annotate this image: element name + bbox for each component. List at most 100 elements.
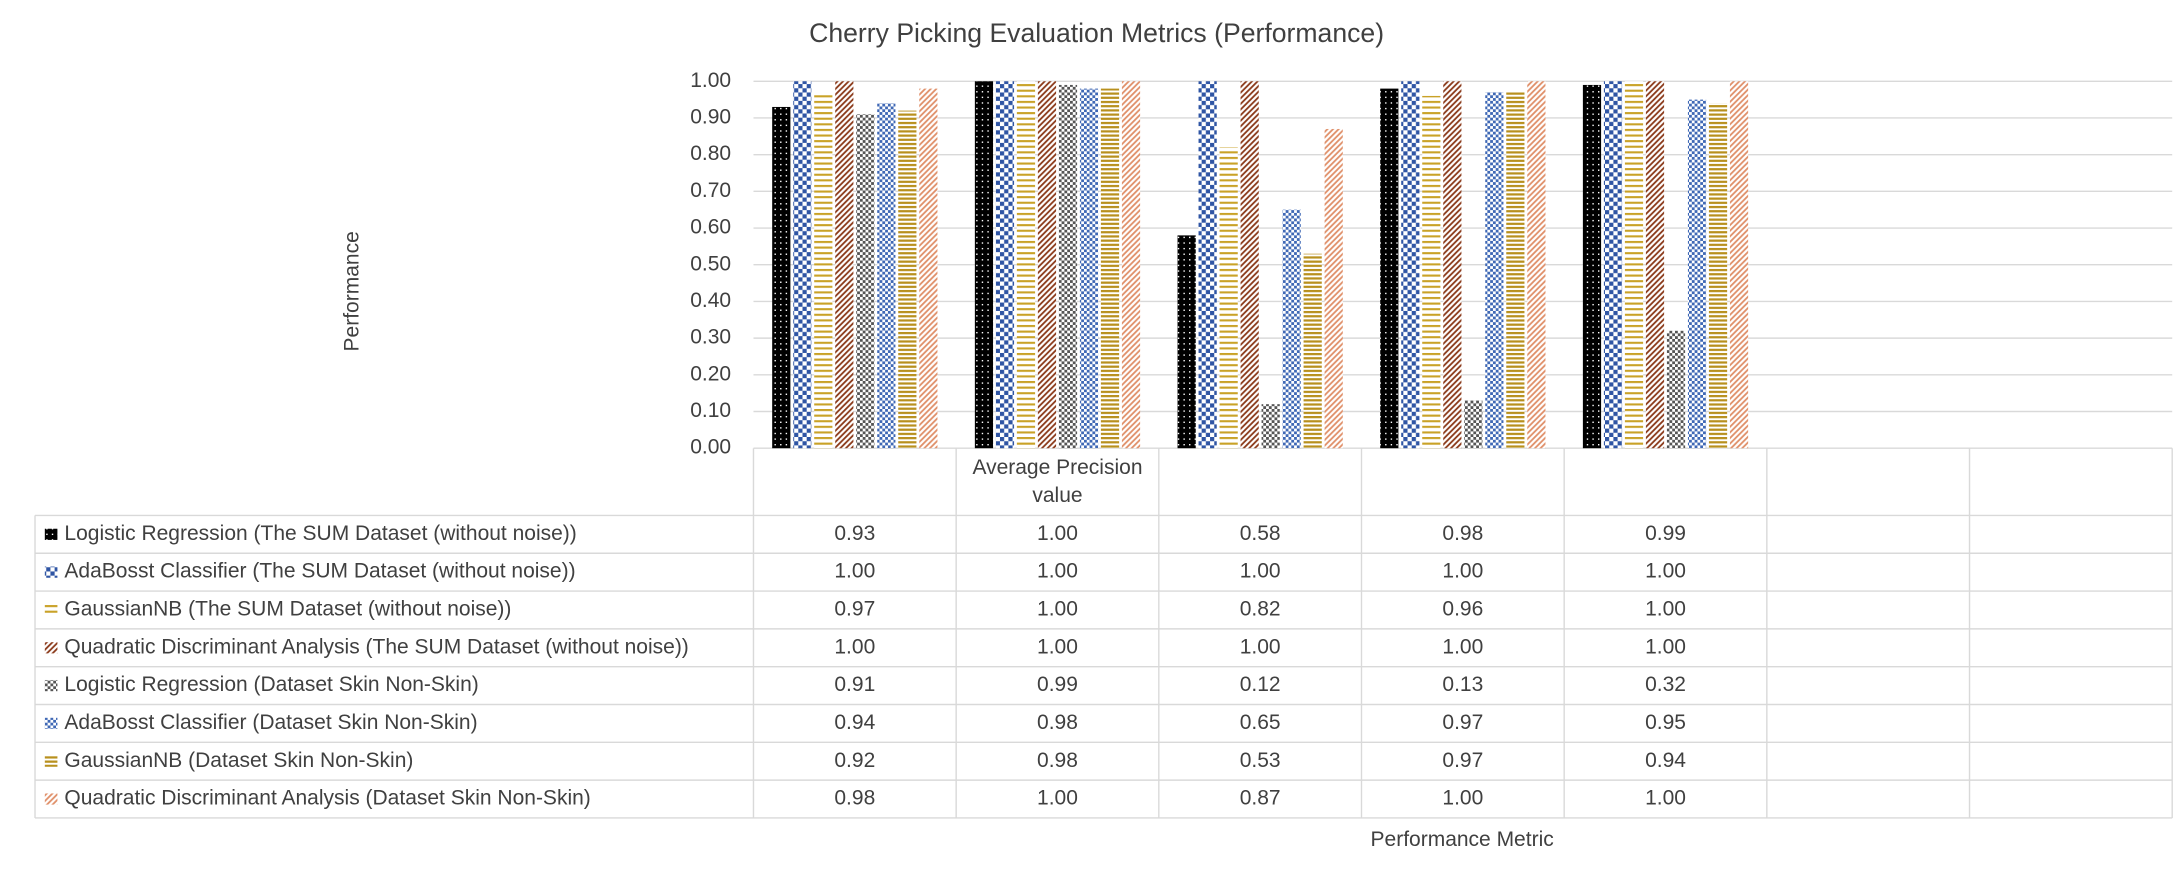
bar <box>1645 81 1665 449</box>
table-value: 1.00 <box>1240 635 1281 658</box>
bar <box>1037 81 1057 449</box>
legend-label: AdaBosst Classifier (Dataset Skin Non-Sk… <box>64 711 477 734</box>
legend-key <box>44 679 58 692</box>
y-tick-label: 0.90 <box>690 106 731 129</box>
table-value: 0.98 <box>834 787 875 810</box>
bar <box>1464 400 1483 449</box>
table-value: 0.94 <box>1645 749 1686 772</box>
table-value: 0.98 <box>1037 711 1078 734</box>
table-value: 1.00 <box>1037 598 1078 621</box>
table-value: 0.93 <box>834 522 875 545</box>
y-tick-label: 0.20 <box>690 362 731 385</box>
bar <box>814 92 833 449</box>
y-tick-label: 1.00 <box>690 69 731 92</box>
bar <box>1261 404 1280 449</box>
bar <box>1687 99 1707 449</box>
bar <box>1443 81 1462 449</box>
bar <box>995 81 1015 449</box>
bar <box>974 81 994 449</box>
bar <box>1729 81 1749 449</box>
bar <box>1708 103 1728 449</box>
bar <box>1624 81 1644 449</box>
legend-key <box>44 642 58 654</box>
table-value: 1.00 <box>1645 635 1686 658</box>
x-axis-title: Performance Metric <box>1371 828 1554 851</box>
table-value: 0.82 <box>1240 598 1281 621</box>
bar <box>1401 81 1420 449</box>
bar <box>1121 81 1141 449</box>
bar <box>1240 81 1259 449</box>
y-tick-label: 0.70 <box>690 179 731 202</box>
table-value: 0.65 <box>1240 711 1281 734</box>
legend-label: Logistic Regression (Dataset Skin Non-Sk… <box>64 673 478 696</box>
bar <box>1324 128 1343 449</box>
legend-label: GaussianNB (Dataset Skin Non-Skin) <box>64 749 413 772</box>
bar <box>1219 147 1238 449</box>
table-value: 0.92 <box>834 749 875 772</box>
table-value: 0.94 <box>834 711 875 734</box>
table-value: 0.13 <box>1442 673 1483 696</box>
table-value: 0.53 <box>1240 749 1281 772</box>
bar <box>1582 84 1602 449</box>
y-axis-title: Performance <box>340 231 363 351</box>
y-tick-label: 0.10 <box>690 399 731 422</box>
bar <box>1282 209 1301 449</box>
table-value: 1.00 <box>1645 598 1686 621</box>
y-tick-label: 0.80 <box>690 142 731 165</box>
y-tick-label: 0.60 <box>690 216 731 239</box>
table-value: 1.00 <box>1037 787 1078 810</box>
table-value: 0.12 <box>1240 673 1281 696</box>
table-value: 1.00 <box>1645 787 1686 810</box>
bar <box>898 110 917 449</box>
x-tick-label: Average Precision value <box>972 455 1142 506</box>
table-value: 0.87 <box>1240 787 1281 810</box>
bar <box>1666 330 1686 449</box>
table-value: 1.00 <box>834 635 875 658</box>
bar <box>877 103 896 449</box>
legend-key <box>44 717 58 730</box>
table-value: 1.00 <box>1037 635 1078 658</box>
bar <box>1485 92 1504 449</box>
table-value: 1.00 <box>1240 560 1281 583</box>
legend-key <box>44 528 58 540</box>
table-value: 1.00 <box>1037 522 1078 545</box>
legend-key <box>44 604 58 616</box>
bar <box>1016 81 1036 449</box>
table-value: 0.58 <box>1240 522 1281 545</box>
bar <box>1079 88 1099 449</box>
legend-label: Quadratic Discriminant Analysis (The SUM… <box>64 635 688 658</box>
y-tick-label: 0.00 <box>690 436 731 459</box>
bar <box>1177 235 1196 449</box>
table-value: 0.91 <box>834 673 875 696</box>
table-value: 1.00 <box>1442 560 1483 583</box>
bar <box>856 114 875 449</box>
legend-key <box>44 755 58 767</box>
table-value: 0.97 <box>1442 749 1483 772</box>
bar <box>1303 253 1322 449</box>
bar <box>1422 95 1441 449</box>
legend-key <box>44 566 58 578</box>
y-tick-label: 0.40 <box>690 289 731 312</box>
legend-key <box>44 793 58 805</box>
bar <box>1527 81 1546 449</box>
y-tick-label: 0.30 <box>690 326 731 349</box>
bar <box>793 81 812 449</box>
bar <box>919 88 938 449</box>
bar <box>1100 88 1120 449</box>
chart-title: Cherry Picking Evaluation Metrics (Perfo… <box>809 18 1384 48</box>
bar <box>1603 81 1623 449</box>
table-value: 0.99 <box>1037 673 1078 696</box>
legend-label: GaussianNB (The SUM Dataset (without noi… <box>64 598 511 621</box>
table-value: 1.00 <box>1037 560 1078 583</box>
legend-label: Logistic Regression (The SUM Dataset (wi… <box>64 522 576 545</box>
table-value: 1.00 <box>834 560 875 583</box>
legend-label: Quadratic Discriminant Analysis (Dataset… <box>64 787 590 810</box>
bar <box>1506 92 1525 449</box>
bar <box>772 106 791 449</box>
table-value: 0.97 <box>834 598 875 621</box>
table-value: 0.99 <box>1645 522 1686 545</box>
bar <box>1058 84 1078 449</box>
bar <box>1380 88 1399 449</box>
table-value: 1.00 <box>1442 787 1483 810</box>
